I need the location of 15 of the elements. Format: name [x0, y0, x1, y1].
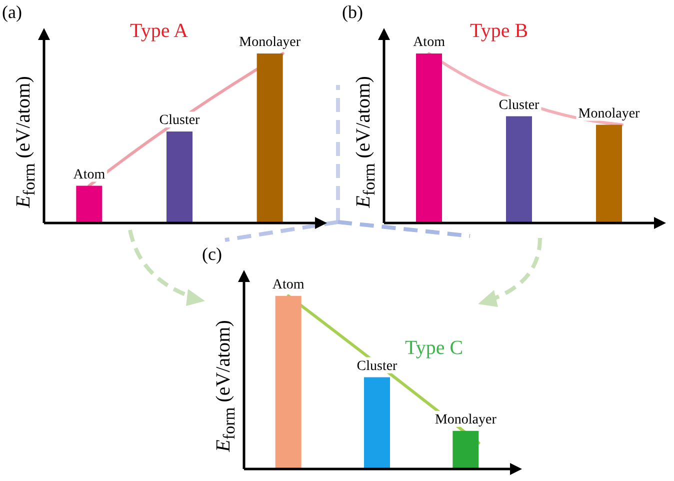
annotation: Monolayer [578, 106, 640, 122]
text: (c) [202, 244, 222, 265]
annotation: Atom [413, 35, 446, 50]
chart-title: Type B [470, 20, 528, 43]
annotation: Monolayer [434, 412, 497, 428]
annotation: Atom [272, 278, 304, 293]
annotation: Cluster [498, 98, 540, 113]
text: (b) [342, 2, 363, 23]
annotation: Atom [73, 167, 106, 182]
chart-title: Type A [130, 20, 188, 43]
annotation: Cluster [159, 113, 200, 128]
annotation: Monolayer [239, 35, 301, 50]
annotation: Cluster [356, 358, 398, 374]
text: Type C [405, 337, 464, 360]
text: (a) [2, 2, 22, 23]
